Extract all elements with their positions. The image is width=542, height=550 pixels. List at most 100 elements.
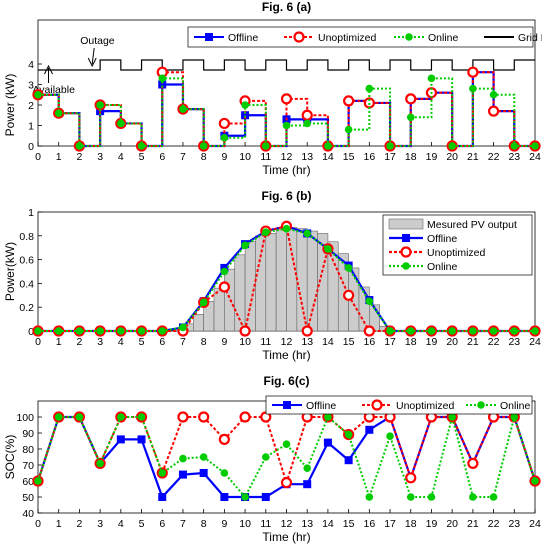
data-point [531, 327, 539, 335]
data-point [75, 327, 84, 335]
data-point [261, 228, 270, 237]
x-tick-label: 17 [384, 336, 396, 348]
data-point [324, 245, 332, 253]
data-point [363, 325, 375, 337]
pv-bar [255, 235, 267, 332]
data-point [220, 493, 229, 501]
data-point [386, 142, 394, 150]
x-tick-label: 21 [467, 518, 479, 530]
x-tick-label: 19 [426, 151, 438, 163]
data-point [261, 493, 270, 501]
x-tick-label: 14 [322, 518, 334, 530]
x-tick-label: 16 [363, 518, 375, 530]
x-tick-label: 21 [467, 151, 479, 163]
x-tick-label: 17 [384, 151, 396, 163]
data-point [365, 425, 374, 434]
data-point [386, 327, 394, 335]
y-tick-label: 2 [28, 100, 34, 112]
series-online [34, 224, 539, 335]
data-point [96, 327, 104, 335]
x-tick-label: 10 [239, 336, 251, 348]
x-tick-label: 9 [221, 336, 227, 348]
x-tick-label: 5 [139, 336, 145, 348]
x-tick-label: 12 [281, 518, 293, 530]
x-tick-label: 10 [239, 518, 251, 530]
y-tick-label: 80 [22, 444, 34, 456]
data-point [137, 142, 146, 150]
x-tick-label: 4 [118, 151, 124, 163]
data-point [177, 411, 189, 423]
data-point [467, 457, 479, 469]
x-axis-label: Time (hr) [262, 163, 310, 177]
x-tick-label: 1 [56, 151, 62, 163]
legend-label: Offline [427, 233, 457, 245]
data-point [178, 470, 187, 479]
x-tick-label: 19 [426, 336, 438, 348]
legend-label: Offline [228, 32, 258, 44]
available-arrowhead [44, 64, 53, 75]
x-tick-label: 8 [201, 151, 207, 163]
data-point [54, 327, 63, 335]
data-point [261, 453, 270, 461]
data-point [531, 142, 539, 150]
legend-marker [405, 33, 413, 41]
data-point [303, 229, 312, 238]
y-tick-label: 0.6 [19, 255, 34, 267]
x-tick-label: 2 [76, 336, 82, 348]
data-point [324, 142, 332, 150]
data-point [241, 241, 249, 250]
legend-label: Unoptimized [427, 247, 486, 259]
chart-title: Fig. 6(c) [263, 374, 309, 388]
x-axis-label: Time (hr) [262, 530, 310, 544]
data-point [218, 281, 230, 293]
pv-bar [193, 314, 204, 332]
x-tick-label: 0 [35, 336, 41, 348]
x-tick-label: 5 [139, 151, 145, 163]
legend-label: Online [500, 400, 531, 412]
data-point [239, 411, 251, 423]
y-axis-label: Power(kW) [3, 242, 17, 301]
x-tick-label: 7 [180, 151, 186, 163]
data-point [199, 142, 208, 150]
data-point [405, 93, 417, 105]
outage-arrow [91, 47, 95, 65]
x-tick-label: 18 [405, 336, 417, 348]
y-tick-label: 4 [28, 59, 34, 71]
data-point [137, 413, 146, 421]
x-tick-label: 8 [201, 336, 207, 348]
x-tick-label: 2 [76, 518, 82, 530]
data-point [137, 327, 146, 335]
x-tick-label: 15 [343, 151, 355, 163]
data-point [34, 477, 42, 485]
data-point [365, 493, 374, 501]
x-tick-label: 0 [35, 518, 41, 530]
data-point [448, 327, 456, 335]
data-point [179, 454, 187, 463]
y-tick-label: 1 [28, 121, 34, 133]
data-point [158, 469, 167, 477]
legend-label: Unoptimized [396, 400, 455, 412]
data-point [343, 289, 355, 301]
x-tick-label: 21 [467, 336, 479, 348]
x-tick-label: 23 [508, 336, 520, 348]
data-point [365, 297, 374, 306]
data-point [303, 119, 312, 128]
outage-arrowhead [87, 57, 97, 68]
x-tick-label: 20 [446, 336, 458, 348]
y-axis-label: Power (kW) [3, 74, 17, 137]
data-point [344, 456, 353, 465]
data-point [218, 117, 230, 130]
data-point [199, 298, 208, 307]
series-online [34, 74, 539, 150]
legend: Mesured PV output Offline Unoptimized Onlin… [382, 214, 533, 276]
data-point [96, 101, 104, 109]
data-point [344, 125, 353, 134]
data-point [489, 90, 498, 99]
data-point [158, 80, 167, 89]
x-tick-label: 24 [529, 336, 541, 348]
x-tick-label: 23 [508, 151, 520, 163]
legend-marker [205, 33, 213, 41]
x-tick-label: 22 [488, 518, 500, 530]
x-tick-label: 4 [118, 336, 124, 348]
data-point [117, 119, 125, 128]
